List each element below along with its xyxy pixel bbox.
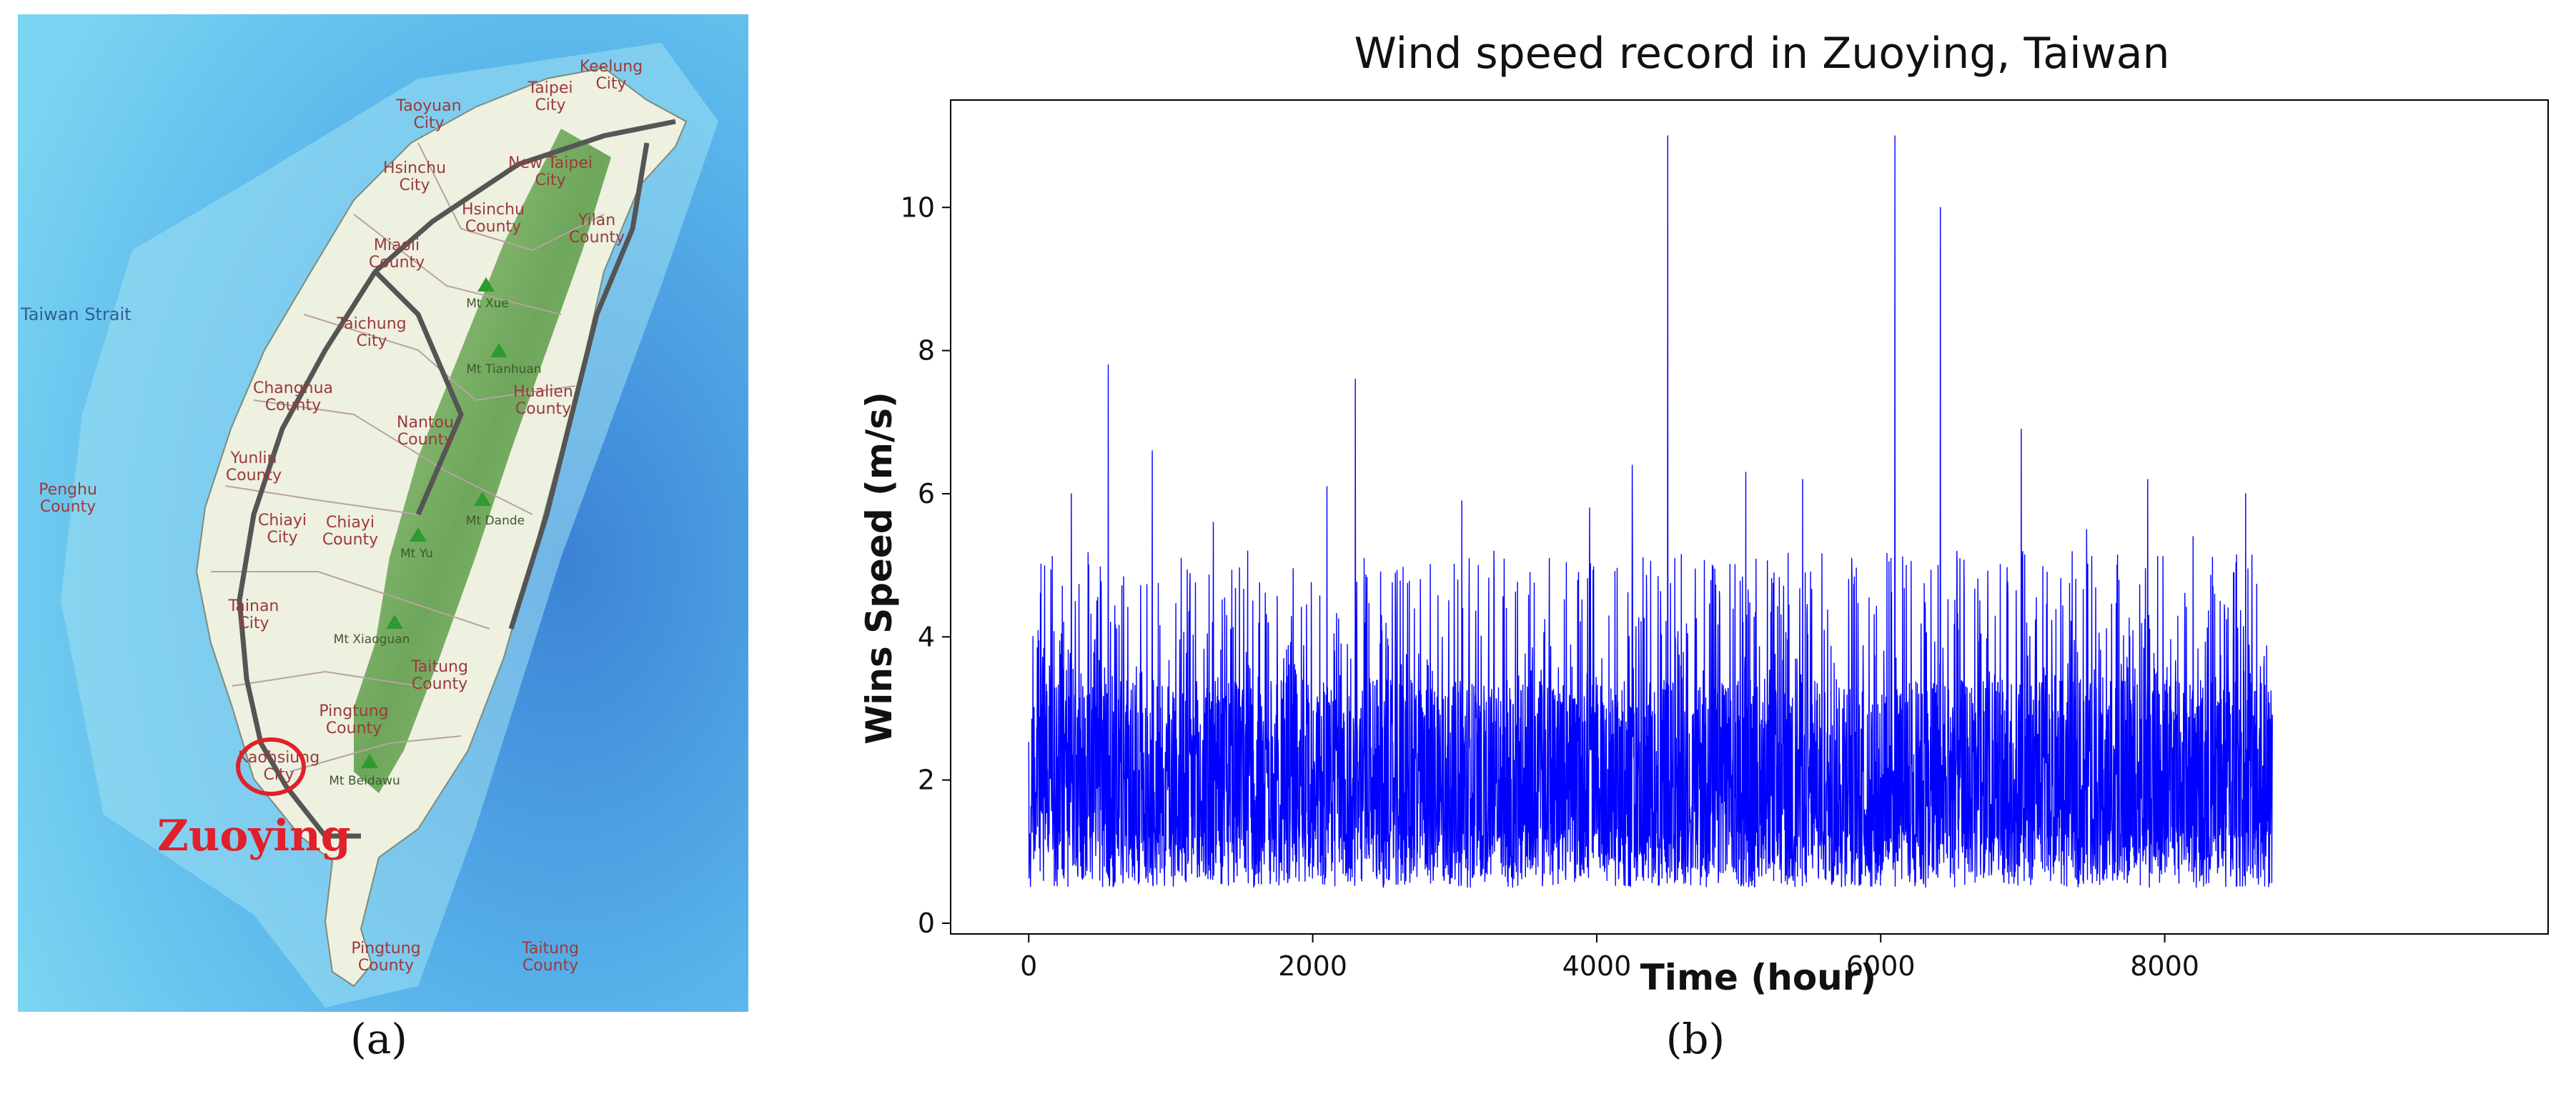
map-label-miaoli: Miaoli xyxy=(374,237,420,254)
x-axis: 0 2000 4000 6000 8000 xyxy=(1020,934,2199,982)
y-tick-label: 2 xyxy=(918,765,935,796)
map-peaks: Mt Xue Mt Tianhuan Mt Dande Mt Yu Mt Xia… xyxy=(329,277,542,788)
map-label-kaohsiung: Kaohsiung xyxy=(238,749,319,767)
map-label-yunlin: Yunlin xyxy=(230,449,277,467)
zuoying-label: Zuoying xyxy=(157,811,351,861)
x-tick-label: 2000 xyxy=(1278,950,1347,982)
map-label-taitung-south: Taitung xyxy=(521,940,579,958)
wind-speed-chart: Wind speed record in Zuoying, Taiwan 0 20… xyxy=(858,29,2549,998)
peak-icon xyxy=(410,527,427,542)
peak-label-xue: Mt Xue xyxy=(466,297,509,311)
x-tick-label: 4000 xyxy=(1562,950,1632,982)
y-tick-label: 0 xyxy=(918,907,935,939)
panel-a-caption: (a) xyxy=(350,1015,407,1063)
map-graphic: Keelung City Taipei City Taoyuan City Hsinc… xyxy=(18,14,748,1012)
map-label-taitung: Taitung xyxy=(410,658,468,676)
taiwan-map: Keelung City Taipei City Taoyuan City Hsinc… xyxy=(18,14,748,1012)
peak-label-dande: Mt Dande xyxy=(466,514,525,528)
peak-label-beidawu: Mt Beidawu xyxy=(329,774,400,788)
peak-icon xyxy=(490,343,507,357)
y-tick-label: 4 xyxy=(918,621,935,652)
map-label-penghu: Penghu xyxy=(39,481,97,499)
peak-icon xyxy=(361,754,378,768)
wind-speed-series xyxy=(1028,135,2273,888)
map-labels: Keelung City Taipei City Taoyuan City Hsinc… xyxy=(20,58,643,975)
y-tick-label: 8 xyxy=(918,335,935,367)
zuoying-highlight-circle xyxy=(236,737,306,796)
peak-icon xyxy=(477,277,495,292)
map-label-nantou: Nantou xyxy=(397,414,454,432)
y-axis-label: Wins Speed (m/s) xyxy=(858,392,900,745)
x-tick-label: 0 xyxy=(1020,950,1037,982)
y-tick-label: 10 xyxy=(901,192,935,223)
y-axis: 0 2 4 6 8 10 xyxy=(901,192,951,939)
plot-frame xyxy=(950,99,2549,935)
map-label-pingtung: Pingtung xyxy=(319,702,388,720)
map-label-new-taipei: New Taipei xyxy=(508,154,593,172)
map-label-changhua: Changhua xyxy=(253,379,333,397)
mountain-range xyxy=(354,129,611,793)
map-label-hsinchu-county: Hsinchu xyxy=(462,201,525,219)
map-label-tainan: Tainan xyxy=(228,597,279,615)
peak-icon xyxy=(474,492,491,506)
map-label-pingtung-south: Pingtung xyxy=(351,940,420,958)
map-label-taoyuan: Taoyuan xyxy=(395,97,461,115)
peak-label-tianhuan: Mt Tianhuan xyxy=(466,362,541,377)
y-tick-label: 6 xyxy=(918,478,935,509)
x-tick-label: 8000 xyxy=(2130,950,2199,982)
map-label-hualien: Hualien xyxy=(513,383,573,401)
map-label-taipei: Taipei xyxy=(527,79,573,97)
peak-label-xiaoguan: Mt Xiaoguan xyxy=(334,632,410,647)
map-label-keelung: Keelung xyxy=(580,58,643,76)
map-label-yilan: Yilan xyxy=(578,212,615,229)
map-label-taiwan-strait: Taiwan Strait xyxy=(20,304,132,324)
map-label-chiayi-county: Chiayi xyxy=(326,514,375,532)
plot-area xyxy=(950,99,2549,935)
x-tick-label: 6000 xyxy=(1846,950,1916,982)
peak-label-yu: Mt Yu xyxy=(400,547,433,561)
x-axis-label: Time (hour) xyxy=(1640,957,1877,998)
peak-icon xyxy=(386,615,403,629)
map-label-hsinchu-city: Hsinchu xyxy=(383,159,446,177)
highways xyxy=(237,119,676,839)
map-label-chiayi-city: Chiayi xyxy=(258,512,307,529)
map-label-taichung: Taichung xyxy=(336,315,406,333)
panel-b-caption: (b) xyxy=(1665,1015,1725,1063)
chart-title: Wind speed record in Zuoying, Taiwan xyxy=(1354,29,2170,79)
